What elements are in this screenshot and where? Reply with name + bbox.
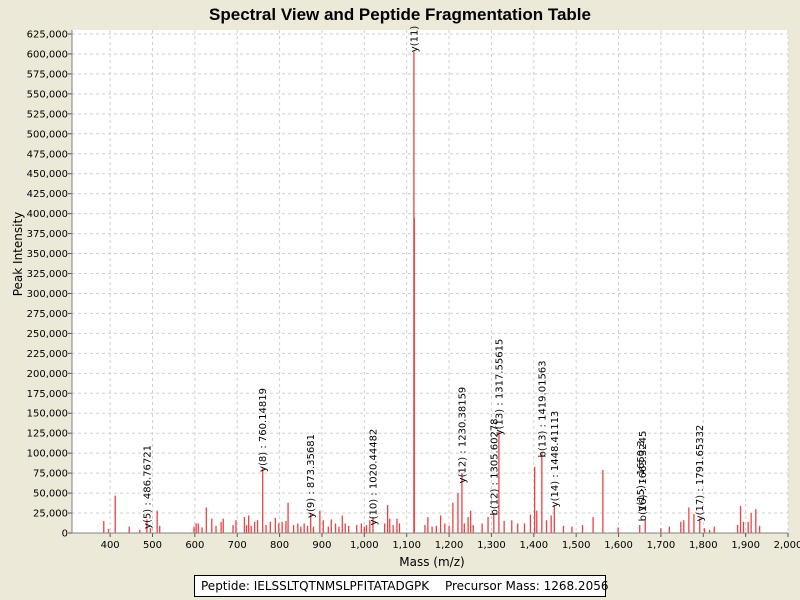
peaks	[103, 51, 761, 533]
x-tick-label: 400	[101, 540, 120, 551]
x-tick-label: 2,000	[774, 540, 800, 551]
peak-annotation-label: y(5) : 486.76721	[142, 445, 153, 529]
y-tick-label: 225,000	[27, 349, 68, 360]
y-tick-label: 250,000	[27, 329, 68, 340]
y-tick-label: 500,000	[27, 129, 68, 140]
y-tick-label: 200,000	[27, 369, 68, 380]
y-tick-label: 75,000	[33, 469, 68, 480]
y-tick-label: 0	[62, 529, 68, 540]
peak-annotation-label: b(13) : 1419.01563	[537, 360, 548, 457]
x-tick-label: 1,200	[435, 540, 464, 551]
peak-annotation-label: y(12) : 1230.38159	[457, 387, 468, 484]
x-tick-label: 600	[185, 540, 204, 551]
peak-annotation-label: y(8) : 760.14819	[258, 388, 269, 472]
y-tick-label: 325,000	[27, 269, 68, 280]
x-tick-label: 1,400	[519, 540, 548, 551]
plot-area	[72, 30, 788, 533]
y-tick-label: 525,000	[27, 109, 68, 120]
y-tick-label: 400,000	[27, 209, 68, 220]
x-tick-label: 1,800	[689, 540, 718, 551]
peak-annotation-label: b(12) : 1305.60278	[489, 418, 500, 515]
x-tick-label: 500	[143, 540, 162, 551]
peak-annotation-label: y(15) : 1650.3	[636, 440, 647, 511]
peptide-label: Peptide: IELSSLTQTNMSLPFITATADGPK	[201, 579, 430, 593]
y-tick-label: 425,000	[27, 189, 68, 200]
y-tick-label: 375,000	[27, 229, 68, 240]
peak-annotation-label: y(13) : 1317.55615	[494, 339, 505, 436]
peak-annotation-label: y(9) : 873.35681	[306, 434, 317, 518]
y-tick-label: 100,000	[27, 449, 68, 460]
y-tick-label: 350,000	[27, 249, 68, 260]
peak-annotations: y(5) : 486.76721 y(8) : 760.14819 y(9) : 8…	[142, 26, 706, 529]
y-tick-label: 625,000	[27, 29, 68, 40]
y-tick-label: 300,000	[27, 289, 68, 300]
y-tick-label: 450,000	[27, 169, 68, 180]
x-tick-label: 900	[312, 540, 331, 551]
y-axis-label: Peak Intensity	[11, 212, 25, 297]
x-axis-label: Mass (m/z)	[399, 555, 464, 569]
y-tick-label: 550,000	[27, 89, 68, 100]
y-tick-label: 50,000	[33, 489, 68, 500]
peak-annotation-label: y(14) : 1448.41113	[550, 411, 561, 508]
peak-annotation-label: y(10) : 1020.44482	[368, 429, 379, 526]
y-tick-label: 25,000	[33, 509, 68, 520]
y-tick-label: 475,000	[27, 149, 68, 160]
gridlines	[72, 30, 789, 533]
peak-annotation-label: b(16) : 1663.3245	[638, 431, 649, 522]
y-tick-label: 275,000	[27, 309, 68, 320]
peptide-info-box: Peptide: IELSSLTQTNMSLPFITATADGPK Precur…	[194, 575, 609, 597]
x-tick-label: 800	[270, 540, 289, 551]
x-tick-label: 700	[228, 540, 247, 551]
y-tick-label: 150,000	[27, 409, 68, 420]
x-tick-label: 1,600	[604, 540, 633, 551]
y-tick-label: 175,000	[27, 389, 68, 400]
x-tick-label: 1,700	[647, 540, 676, 551]
x-tick-label: 1,500	[562, 540, 591, 551]
y-tick-label: 125,000	[27, 429, 68, 440]
x-tick-label: 1,300	[477, 540, 506, 551]
axes: 0 25,000 50,000 75,000 100,000 125,000 150,000…	[27, 29, 800, 551]
chart-title: Spectral View and Peptide Fragmentation …	[209, 5, 591, 24]
x-tick-label: 1,100	[392, 540, 421, 551]
precursor-mass-label: Precursor Mass: 1268.2056	[444, 579, 609, 593]
peak-annotation-label: y(17) : 1791.65332	[695, 425, 706, 522]
y-tick-label: 600,000	[27, 49, 68, 60]
peak-annotation-label: y(11)	[409, 26, 420, 53]
x-tick-label: 1,900	[731, 540, 760, 551]
x-tick-label: 1,000	[350, 540, 379, 551]
y-tick-label: 575,000	[27, 69, 68, 80]
